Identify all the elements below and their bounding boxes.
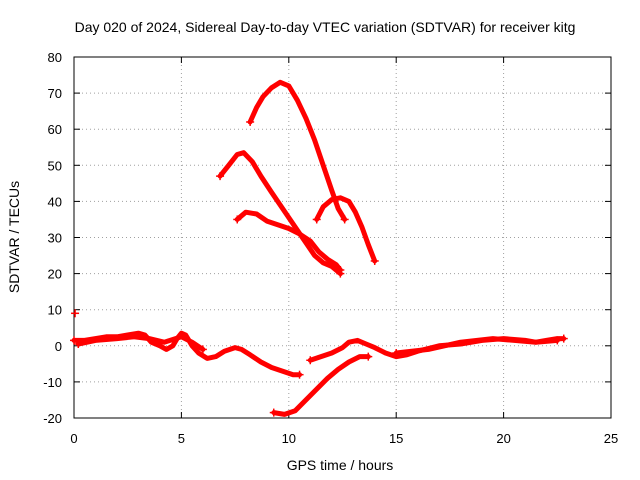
y-tick-label: 30 — [48, 231, 62, 246]
series-track-main-mid — [75, 334, 206, 352]
series-track-peak-73 — [247, 79, 348, 222]
x-axis-label: GPS time / hours — [287, 457, 394, 473]
series-endpoint-marker — [246, 117, 255, 126]
x-tick-label: 10 — [282, 431, 296, 446]
series-track-low-dip — [271, 354, 371, 417]
x-tick-label: 0 — [70, 431, 77, 446]
y-tick-label: 0 — [55, 339, 62, 354]
series-endpoint-marker — [559, 334, 568, 343]
series-endpoint-marker — [340, 215, 349, 224]
series-track-peak-54 — [217, 150, 343, 277]
series-endpoint-marker — [392, 349, 401, 358]
series-endpoint-marker — [70, 336, 78, 345]
x-tick-label: 5 — [178, 431, 185, 446]
series-endpoint-marker — [364, 352, 373, 361]
series-layer — [70, 79, 568, 417]
series-endpoint-marker — [269, 408, 278, 417]
y-tick-label: 80 — [48, 50, 62, 65]
x-tick-label: 20 — [496, 431, 510, 446]
series-track-peak-37 — [234, 209, 343, 273]
series-track-peak-41 — [314, 195, 378, 264]
series-endpoint-marker — [216, 172, 225, 181]
y-tick-label: 50 — [48, 158, 62, 173]
y-tick-label: -10 — [43, 375, 62, 390]
axis-ticks — [73, 56, 612, 419]
chart-title: Day 020 of 2024, Sidereal Day-to-day VTE… — [75, 19, 576, 35]
series-track-after-10-b — [393, 336, 560, 356]
y-axis-label: SDTVAR / TECUs — [6, 181, 22, 293]
series-endpoint-marker — [74, 339, 83, 348]
series-endpoint-marker — [198, 345, 207, 354]
series-endpoint-marker — [370, 256, 379, 265]
y-tick-label: 20 — [48, 267, 62, 282]
series-endpoint-marker — [312, 215, 321, 224]
x-tick-label: 15 — [389, 431, 403, 446]
series-endpoint-marker — [336, 265, 345, 274]
outlier-point — [71, 309, 80, 318]
y-tick-label: 10 — [48, 303, 62, 318]
series-endpoint-marker — [295, 370, 304, 379]
y-tick-labels: -20 -10 0 10 20 30 40 50 60 70 80 — [43, 50, 62, 426]
series-endpoint-marker — [553, 336, 562, 345]
x-tick-labels: 0 5 10 15 20 25 — [70, 431, 618, 446]
y-tick-label: 70 — [48, 86, 62, 101]
series-endpoint-marker — [233, 215, 242, 224]
y-tick-label: 60 — [48, 122, 62, 137]
y-tick-label: -20 — [43, 411, 62, 426]
x-tick-label: 25 — [604, 431, 618, 446]
series-endpoint-marker — [306, 356, 315, 365]
y-tick-label: 40 — [48, 194, 62, 209]
